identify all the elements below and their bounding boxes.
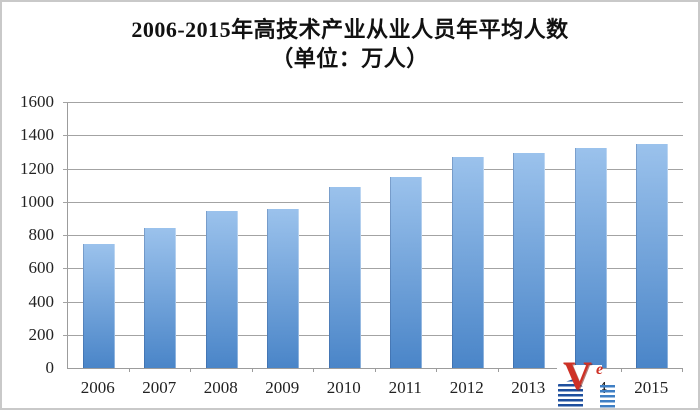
chart-title-block: 2006-2015年高技术产业从业人员年平均人数 （单位：万人）: [2, 15, 698, 73]
y-axis-tick-label: 800: [28, 225, 55, 244]
y-axis-tick-label: 1200: [20, 158, 54, 178]
axis-tick: [128, 368, 130, 372]
chart-title: 2006-2015年高技术产业从业人员年平均人数: [131, 17, 569, 42]
y-axis-tick-label: 1600: [20, 92, 54, 111]
gridline: [63, 301, 683, 303]
watermark-stripes-right-icon: [600, 385, 615, 408]
bar-2009: [267, 208, 300, 368]
bar-2008: [205, 210, 238, 368]
bar-2015: [636, 143, 669, 368]
bar-2014: [574, 148, 607, 368]
bar-2006: [82, 244, 115, 368]
x-axis-tick-label: 2011: [388, 378, 422, 397]
chart-subtitle: （单位：万人）: [271, 46, 429, 72]
plot-area: [63, 102, 683, 372]
gridline: [63, 135, 683, 137]
axis-tick: [436, 368, 437, 372]
y-axis-tick-label: 600: [28, 258, 55, 278]
x-axis-tick-label: 2015: [634, 378, 669, 397]
axis-tick: [682, 368, 683, 372]
gridline: [63, 334, 683, 336]
x-axis-tick-label: 2010: [326, 378, 361, 397]
x-axis-tick-label: 2013: [511, 378, 546, 397]
gridline: [63, 235, 683, 236]
watermark-letter-v: V: [563, 353, 592, 398]
logo-watermark: V e: [557, 356, 617, 408]
axis-tick: [620, 368, 622, 372]
x-axis-tick-label: 2008: [203, 378, 238, 397]
axis-tick: [251, 368, 253, 372]
y-axis-tick-label: 400: [28, 291, 55, 311]
y-axis-tick-label: 1400: [20, 125, 54, 145]
bar-2012: [451, 157, 484, 368]
y-axis-tick-label: 0: [45, 358, 55, 377]
gridline: [63, 201, 683, 203]
x-axis-tick-label: 2012: [449, 378, 484, 397]
bar-2011: [390, 177, 423, 368]
watermark-stripes-left-icon: [558, 379, 583, 408]
gridline: [63, 168, 683, 170]
y-axis-tick-label: 1000: [20, 191, 54, 211]
x-axis-tick-label: 2009: [265, 378, 300, 397]
bar-2010: [328, 186, 361, 368]
axis-tick: [313, 368, 314, 372]
bar-2013: [513, 152, 546, 368]
gridline: [63, 102, 683, 103]
bar-2007: [144, 227, 177, 368]
axis-tick: [190, 368, 191, 372]
axis-tick: [374, 368, 376, 372]
watermark-letter-e: e: [596, 361, 604, 378]
axis-tick: [497, 368, 499, 372]
gridline: [63, 268, 683, 270]
y-axis-tick-label: 200: [28, 324, 55, 344]
x-axis-tick-label: 2007: [142, 378, 177, 397]
x-axis-tick-label: 2006: [80, 378, 115, 397]
